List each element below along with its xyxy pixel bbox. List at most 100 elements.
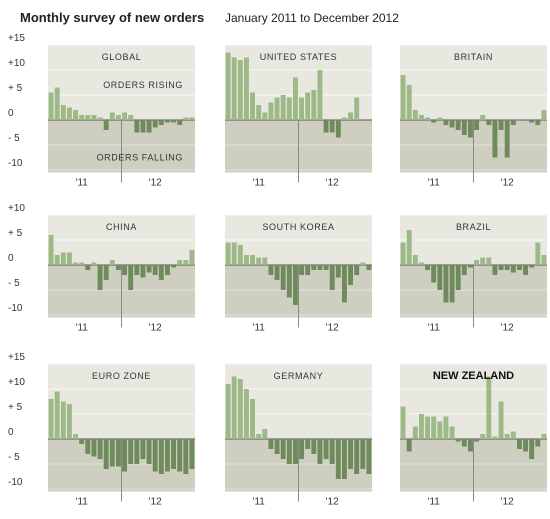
y-tick-label: +10 [8, 377, 25, 388]
bar [243, 255, 249, 265]
y-tick-label: + 5 [8, 83, 23, 94]
bar [323, 439, 329, 459]
x-tick-label: '12 [326, 497, 339, 508]
bar [492, 120, 498, 158]
bar [256, 105, 262, 120]
bar [354, 97, 360, 120]
bar [103, 439, 109, 469]
bar [243, 389, 249, 439]
bar [103, 265, 109, 280]
bar [455, 120, 461, 130]
bar [510, 120, 516, 125]
bar [73, 262, 79, 265]
bar [317, 70, 323, 120]
bar [48, 92, 54, 120]
bar [177, 439, 183, 472]
bar [492, 265, 498, 275]
panel-title: UNITED STATES [260, 52, 337, 62]
bar [140, 439, 146, 459]
bar [250, 92, 256, 120]
bar [146, 120, 152, 133]
bar [292, 439, 298, 464]
bar [262, 112, 268, 120]
bar [274, 265, 280, 280]
y-tick-label: -10 [8, 158, 23, 169]
bar [66, 404, 72, 439]
x-tick-label: '11 [428, 178, 441, 189]
bar [541, 110, 547, 120]
bar [474, 260, 480, 265]
bar [366, 439, 372, 474]
bar [323, 120, 329, 133]
bar [335, 439, 341, 479]
bar [268, 439, 274, 449]
bar [504, 265, 510, 270]
bar [183, 439, 189, 474]
bar [366, 265, 372, 270]
bar [449, 120, 455, 128]
x-tick-label: '11 [428, 497, 441, 508]
bar [146, 439, 152, 464]
bar [171, 120, 177, 123]
panel-upper [400, 45, 547, 120]
y-tick-label: -10 [8, 477, 23, 488]
bar [85, 115, 91, 120]
bar [431, 120, 437, 123]
bar [60, 105, 66, 120]
bar [134, 439, 140, 464]
bar [335, 265, 341, 278]
x-tick-label: '11 [428, 323, 441, 334]
bar [134, 265, 140, 275]
bar [431, 265, 437, 283]
bar [541, 434, 547, 439]
bar [152, 439, 158, 472]
bar [341, 117, 347, 120]
bar [243, 57, 249, 120]
panel-title: BRITAIN [454, 52, 493, 62]
bar [516, 439, 522, 449]
bar [535, 242, 541, 265]
bar [305, 92, 311, 120]
bar [164, 439, 170, 472]
y-tick-label: + 5 [8, 228, 23, 239]
bar [504, 434, 510, 439]
bar [474, 120, 480, 130]
bar [311, 439, 317, 454]
bar [400, 75, 406, 120]
bar [510, 431, 516, 439]
bar [134, 120, 140, 133]
bar [418, 414, 424, 439]
bar [412, 255, 418, 265]
x-tick-label: '12 [326, 323, 339, 334]
bar [109, 439, 115, 467]
bar [360, 439, 366, 469]
bar [510, 265, 516, 273]
bar [60, 252, 66, 265]
annotation: ORDERS FALLING [97, 153, 183, 163]
y-tick-label: 0 [8, 427, 14, 438]
bar [66, 107, 72, 120]
bar [60, 401, 66, 439]
x-tick-label: '12 [149, 323, 162, 334]
bar [256, 257, 262, 265]
bar [486, 120, 492, 125]
bar [348, 112, 354, 120]
bar [486, 376, 492, 439]
bar [317, 265, 323, 270]
bar [418, 115, 424, 120]
bar [354, 439, 360, 474]
panel-upper [225, 45, 372, 120]
bar [311, 90, 317, 120]
bar [152, 120, 158, 128]
bar [286, 97, 292, 120]
bar [317, 439, 323, 464]
panel-upper [400, 364, 547, 439]
bar [237, 60, 243, 120]
bar [183, 117, 189, 120]
x-tick-label: '11 [76, 497, 89, 508]
bar [54, 255, 60, 265]
x-tick-label: '12 [149, 497, 162, 508]
bar [486, 257, 492, 265]
bar [455, 439, 461, 442]
